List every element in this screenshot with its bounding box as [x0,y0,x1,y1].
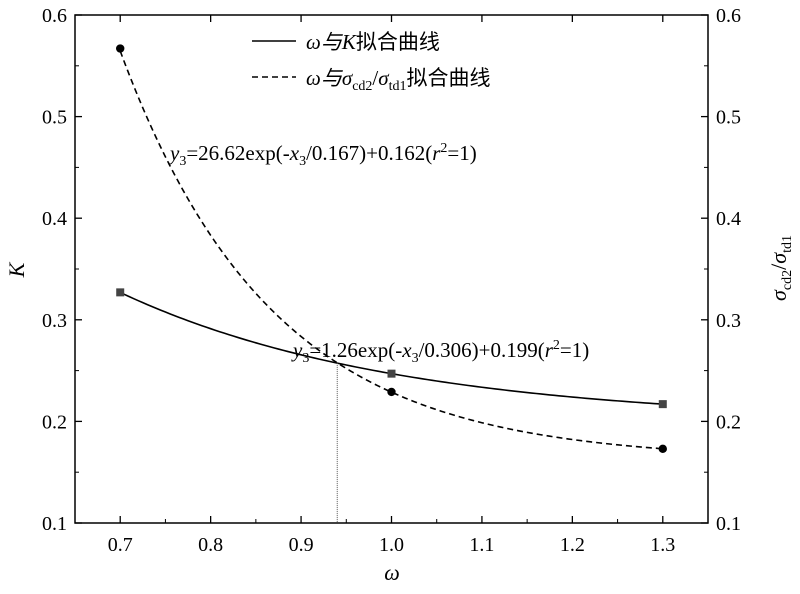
eq1-r: r [432,141,441,165]
legend-dashed-var-b: σ [378,66,390,90]
x-tick-label-1: 0.8 [198,534,223,556]
legend-dashed-slash: / [372,66,378,90]
eq1-after: /0.167)+0.162( [306,141,432,165]
eq1-end: =1) [447,141,476,165]
point-circle-1-0 [116,44,125,53]
y-tick-label-right-3: 0.4 [716,208,741,230]
eq1-before: =26.62exp(- [186,141,289,165]
eq1-y-sub: 3 [179,154,186,169]
eq2-after: /0.306)+0.199( [419,338,545,362]
legend-dashed-sub-b: td1 [389,79,407,94]
y-right-sub-b: td1 [780,235,795,253]
eq2-end: =1) [560,338,589,362]
y-tick-label-right-4: 0.5 [716,107,741,129]
eq2-before: =1.26exp(- [309,338,402,362]
legend: ω与K拟合曲线 ω与σcd2/σtd1拟合曲线 [252,30,491,94]
y-tick-label-left-3: 0.4 [42,208,67,230]
y-axis-title-left: K [4,261,29,278]
point-circle-1-2 [658,444,667,454]
y-right-slash: / [766,263,791,270]
y-tick-label-left-5: 0.6 [42,5,67,27]
y-tick-label-left-2: 0.3 [42,310,67,332]
y-tick-label-left-0: 0.1 [42,513,67,535]
legend-solid-var: K [341,30,357,54]
y-tick-label-left-4: 0.5 [42,107,67,129]
legend-dashed-sub-a: cd2 [352,79,372,94]
x-tick-label-6: 1.3 [650,534,675,556]
series-layer [116,44,667,454]
x-axis-title: ω [384,560,400,585]
eq1-x: x [289,141,300,165]
y-tick-label-right-0: 0.1 [716,513,741,535]
point-square-0-0 [116,288,125,297]
equation-dashed-fit: y3=26.62exp(-x3/0.167)+0.162(r2=1) [168,141,477,169]
legend-label-dashed: ω与σcd2/σtd1拟合曲线 [306,66,491,94]
eq2-x-sub: 3 [412,351,419,366]
series-line-1 [119,50,663,450]
y-tick-label-left-1: 0.2 [42,411,67,433]
legend-label-solid: ω与K拟合曲线 [306,30,440,54]
eq2-y-sub: 3 [302,351,309,366]
point-circle-1-1 [387,387,396,397]
legend-solid-prefix: ω与 [306,30,344,54]
point-square-0-2 [658,400,667,409]
y-tick-label-right-1: 0.2 [716,411,741,433]
y-right-sub-a: cd2 [780,270,795,290]
legend-dashed-var-a: σ [342,66,354,90]
y-tick-label-right-2: 0.3 [716,310,741,332]
y-axis-ticks: 0.1 0.1 0.2 0.2 0.3 0.3 0.4 0.4 0.5 0.5 0.6 0.6 [42,5,741,535]
x-tick-label-4: 1.1 [469,534,494,556]
eq2-r: r [545,338,554,362]
eq1-y: y [168,141,180,165]
eq1-r-sup: 2 [440,141,447,156]
eq2-y: y [291,338,303,362]
legend-dashed-suffix: 拟合曲线 [407,66,491,90]
x-tick-label-0: 0.7 [108,534,133,556]
equation-solid-fit: y3=1.26exp(-x3/0.306)+0.199(r2=1) [291,338,589,366]
x-tick-label-3: 1.0 [379,534,404,556]
y-axis-title-right: σcd2/σtd1 [766,235,795,301]
eq2-r-sup: 2 [553,338,560,353]
y-right-var-b: σ [766,252,791,264]
y-right-var-a: σ [766,289,791,301]
point-square-0-1 [387,369,396,378]
x-tick-label-5: 1.2 [560,534,585,556]
x-axis-ticks: 0.7 0.8 0.9 1.0 1.1 1.2 1.3 [108,15,675,556]
eq1-x-sub: 3 [299,154,306,169]
legend-dashed-prefix: ω与 [306,66,344,90]
y-tick-label-right-5: 0.6 [716,5,741,27]
eq2-x: x [401,338,412,362]
x-tick-label-2: 0.9 [289,534,314,556]
legend-solid-suffix: 拟合曲线 [356,30,440,54]
